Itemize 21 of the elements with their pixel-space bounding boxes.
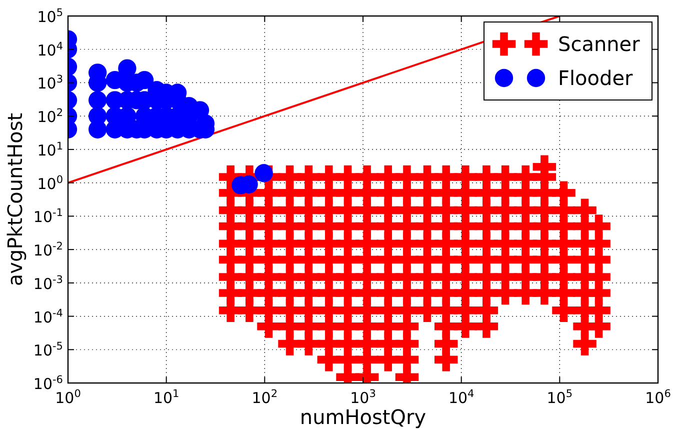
x-tick-label: 10$^{1}$ xyxy=(153,388,180,407)
x-tick-label: 10$^{4}$ xyxy=(448,388,475,407)
y-axis-title: avgPktCountHost xyxy=(3,112,27,286)
y-tick-label: 10$^{0}$ xyxy=(37,174,63,193)
y-tick-label: 10$^{-3}$ xyxy=(33,274,63,293)
x-tick-label: 10$^{6}$ xyxy=(645,388,672,407)
x-axis-title: numHostQry xyxy=(300,405,426,429)
y-tick-label: 10$^{-5}$ xyxy=(33,340,63,360)
y-tick-label: 10$^{2}$ xyxy=(37,107,63,126)
y-tick-label: 10$^{-2}$ xyxy=(33,240,63,260)
x-tick-label: 10$^{2}$ xyxy=(252,388,278,407)
legend-label: Flooder xyxy=(558,66,634,90)
legend-label: Scanner xyxy=(558,32,641,56)
y-tick-label: 10$^{-4}$ xyxy=(33,307,64,326)
y-tick-label: 10$^{3}$ xyxy=(37,74,63,93)
x-tick-label: 10$^{3}$ xyxy=(350,388,376,407)
y-tick-label: 10$^{1}$ xyxy=(37,140,63,160)
y-tick-label: 10$^{-1}$ xyxy=(33,207,63,226)
x-tick-label: 10$^{5}$ xyxy=(546,388,573,407)
y-tick-label: 10$^{4}$ xyxy=(37,40,64,60)
y-tick-label: 10$^{5}$ xyxy=(37,7,63,26)
